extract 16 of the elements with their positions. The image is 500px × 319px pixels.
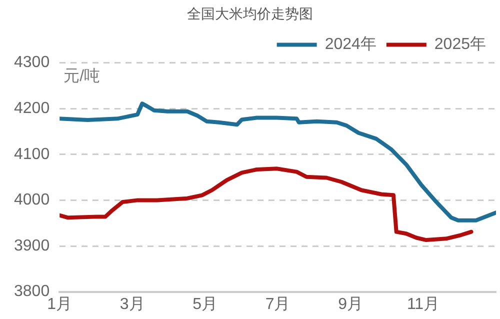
x-tick-label: 5月: [192, 296, 218, 313]
legend-label: 2024年: [324, 36, 376, 54]
y-tick-label: 4200: [14, 100, 50, 118]
legend-label: 2025年: [434, 36, 486, 54]
y-tick-label: 4300: [14, 54, 50, 72]
y-tick-label: 4100: [14, 146, 50, 163]
y-tick-label: 4000: [14, 192, 50, 209]
x-tick-label: 7月: [265, 296, 290, 313]
chart-title: 全国大米均价走势图: [187, 5, 313, 22]
y-tick-label: 3800: [14, 283, 50, 300]
x-tick-label: 9月: [338, 296, 363, 313]
x-tick-label: 3月: [120, 296, 145, 313]
y-axis-title: 元/吨: [64, 67, 100, 86]
x-tick-label: 1月: [47, 296, 72, 313]
x-tick-label: 11月: [406, 296, 440, 313]
y-tick-label: 3900: [14, 237, 50, 254]
